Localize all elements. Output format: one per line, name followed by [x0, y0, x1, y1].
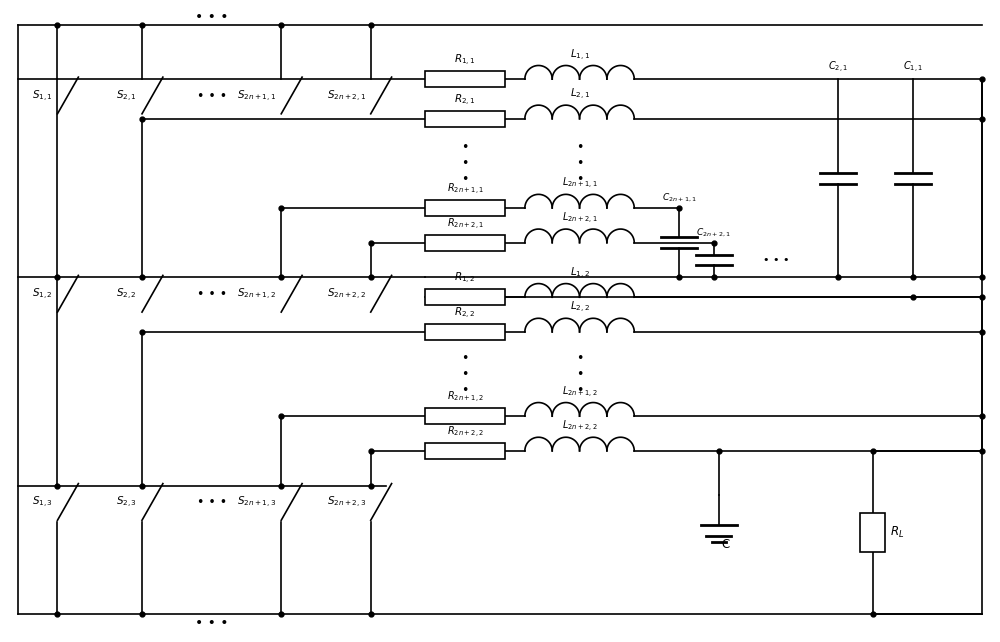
- Text: $L_{2n+1,1}$: $L_{2n+1,1}$: [562, 177, 598, 191]
- Bar: [860, 513, 885, 553]
- Text: $L_{2n+2,2}$: $L_{2n+2,2}$: [562, 419, 597, 434]
- Text: $S_{2n+2,2}$: $S_{2n+2,2}$: [327, 287, 366, 302]
- Text: $S_{1,2}$: $S_{1,2}$: [32, 287, 52, 302]
- Text: • • •: • • •: [195, 616, 228, 630]
- Text: $S_{2n+2,1}$: $S_{2n+2,1}$: [327, 89, 366, 104]
- Text: • • •: • • •: [197, 288, 227, 301]
- Bar: [425, 443, 505, 459]
- Bar: [425, 200, 505, 216]
- Bar: [425, 290, 505, 305]
- Text: $L_{1,2}$: $L_{1,2}$: [570, 266, 590, 281]
- Text: • • •: • • •: [763, 255, 789, 265]
- Text: $R_{2n+1,1}$: $R_{2n+1,1}$: [447, 182, 484, 197]
- Text: $L_{2,2}$: $L_{2,2}$: [570, 300, 590, 315]
- Text: $L_{1,1}$: $L_{1,1}$: [570, 48, 590, 62]
- Text: $S_{2n+1,3}$: $S_{2n+1,3}$: [237, 496, 276, 510]
- Bar: [425, 324, 505, 340]
- Text: $C_{2n+2,1}$: $C_{2n+2,1}$: [696, 227, 731, 239]
- Text: • • •: • • •: [195, 10, 228, 24]
- Text: $S_{2n+2,3}$: $S_{2n+2,3}$: [327, 496, 366, 510]
- Text: $S_{2,2}$: $S_{2,2}$: [116, 287, 137, 302]
- Text: $S_{2n+1,1}$: $S_{2n+1,1}$: [237, 89, 276, 104]
- Text: •
•
•: • • •: [576, 352, 583, 397]
- Text: $S_{2,3}$: $S_{2,3}$: [116, 496, 137, 510]
- Bar: [425, 111, 505, 126]
- Bar: [425, 71, 505, 87]
- Bar: [425, 408, 505, 424]
- Text: • • •: • • •: [197, 90, 227, 103]
- Text: $S_{1,3}$: $S_{1,3}$: [32, 496, 52, 510]
- Text: $C_{1,1}$: $C_{1,1}$: [903, 60, 923, 75]
- Text: •
•
•: • • •: [462, 141, 469, 186]
- Text: $C_{2,1}$: $C_{2,1}$: [828, 60, 848, 75]
- Text: $R_{2n+2,1}$: $R_{2n+2,1}$: [447, 217, 484, 232]
- Text: $L_{2n+1,2}$: $L_{2n+1,2}$: [562, 385, 597, 399]
- Bar: [425, 235, 505, 250]
- Text: $R_{1,2}$: $R_{1,2}$: [454, 271, 476, 286]
- Text: $S_{1,1}$: $S_{1,1}$: [32, 89, 52, 104]
- Text: C: C: [722, 538, 730, 551]
- Text: $L_{2,1}$: $L_{2,1}$: [570, 87, 590, 102]
- Text: • • •: • • •: [197, 496, 227, 509]
- Text: $L_{2n+2,1}$: $L_{2n+2,1}$: [562, 211, 598, 226]
- Text: $R_{2n+2,2}$: $R_{2n+2,2}$: [447, 425, 484, 440]
- Text: $R_{2,2}$: $R_{2,2}$: [454, 306, 476, 321]
- Text: $R_{2n+1,2}$: $R_{2n+1,2}$: [447, 390, 484, 405]
- Text: $R_{1,1}$: $R_{1,1}$: [454, 53, 476, 68]
- Text: $R_{2,1}$: $R_{2,1}$: [454, 92, 476, 108]
- Text: $S_{2n+1,2}$: $S_{2n+1,2}$: [237, 287, 276, 302]
- Text: $C_{2n+1,1}$: $C_{2n+1,1}$: [662, 192, 696, 204]
- Text: $R_L$: $R_L$: [890, 525, 905, 540]
- Text: •
•
•: • • •: [576, 141, 583, 186]
- Text: •
•
•: • • •: [462, 352, 469, 397]
- Text: $S_{2,1}$: $S_{2,1}$: [116, 89, 137, 104]
